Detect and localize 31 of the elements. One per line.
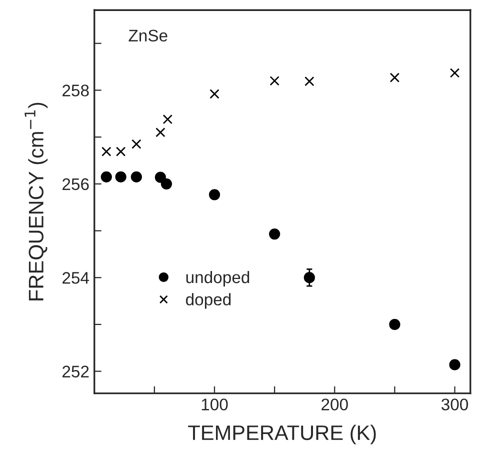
point	[449, 359, 460, 370]
point	[115, 171, 126, 182]
y-tick-label: 252	[62, 366, 89, 378]
point	[389, 318, 400, 330]
x-tick-label: 200	[322, 398, 348, 410]
point	[390, 72, 400, 82]
point	[304, 76, 314, 86]
y-tick-label: 254	[62, 272, 90, 284]
y-axis-title: FREQUENCY (cm$^{−1}$)	[24, 102, 48, 300]
point	[130, 171, 142, 182]
point	[208, 189, 220, 200]
point	[162, 114, 173, 124]
annotation: ZnSe	[128, 30, 168, 42]
x-tick-label: 100	[202, 398, 228, 410]
point	[210, 89, 220, 99]
point	[102, 146, 112, 156]
point	[450, 68, 460, 78]
point	[269, 228, 280, 240]
point	[132, 139, 142, 149]
point	[154, 172, 166, 183]
y-tick-label: 258	[62, 84, 89, 96]
y-tick-label: 256	[62, 178, 89, 190]
point	[270, 76, 280, 86]
x-axis-title: TEMPERATURE (K)	[188, 424, 376, 444]
legend-label: undoped	[186, 270, 250, 287]
point	[160, 178, 172, 190]
x-tick-label: 300	[441, 398, 468, 410]
legend-label: doped	[186, 293, 231, 309]
point	[116, 146, 126, 156]
point	[156, 128, 166, 138]
point	[100, 171, 112, 182]
